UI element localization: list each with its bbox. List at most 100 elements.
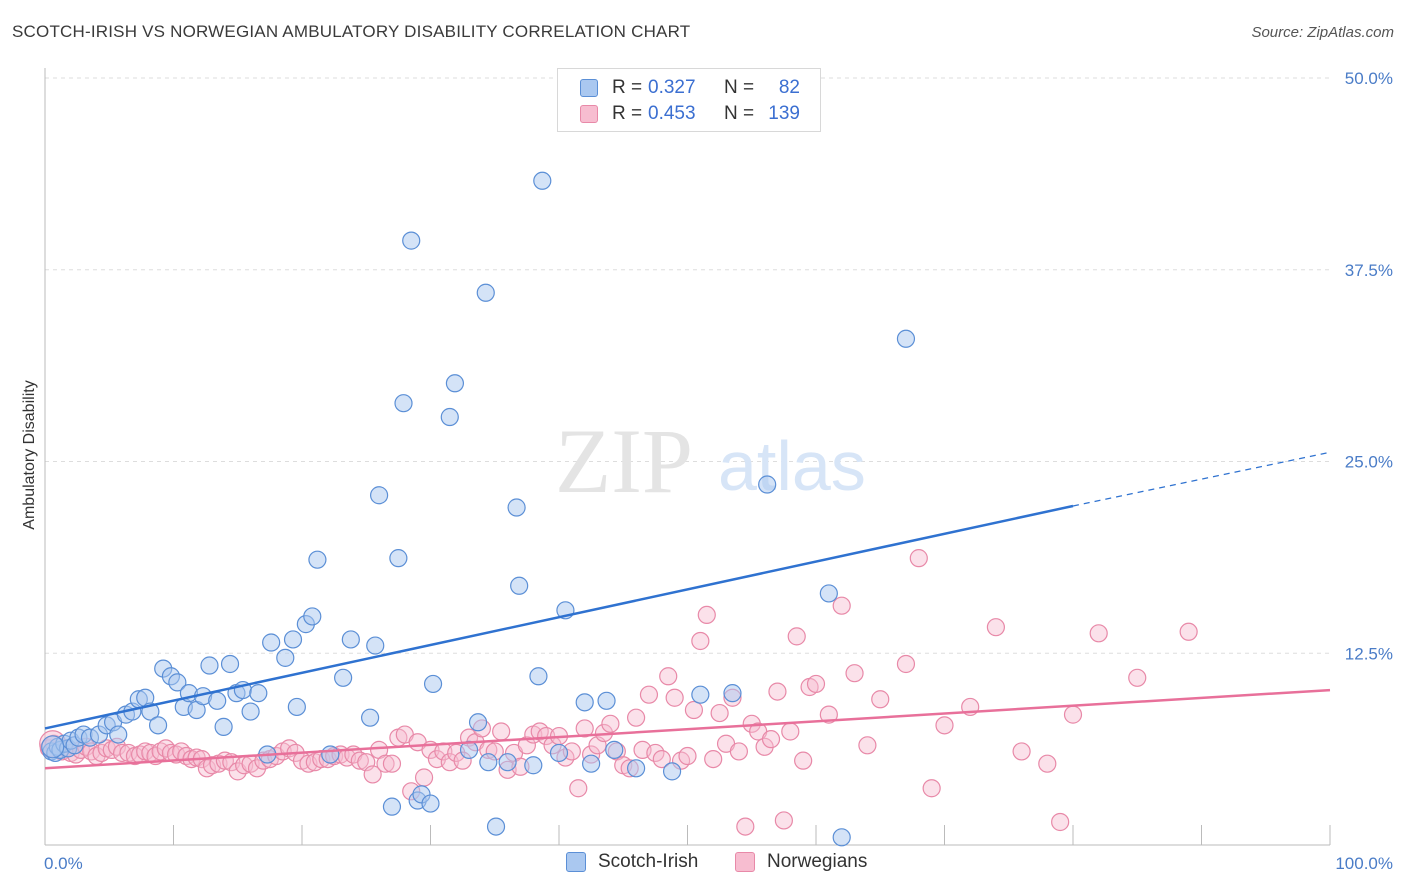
data-point-scotch-irish xyxy=(208,691,227,710)
legend-item-scotch-irish[interactable]: Scotch-Irish xyxy=(566,851,698,873)
data-point-norwegians xyxy=(729,742,749,761)
data-point-scotch-irish xyxy=(832,828,851,847)
watermark-atlas: atlas xyxy=(718,427,866,505)
data-point-norwegians xyxy=(492,722,511,741)
data-point-norwegians xyxy=(575,719,594,738)
data-point-norwegians xyxy=(382,754,402,773)
data-point-scotch-irish xyxy=(241,702,260,721)
trendline-norwegians xyxy=(44,688,1331,770)
data-point-norwegians xyxy=(986,618,1006,637)
data-point-scotch-irish xyxy=(168,673,187,692)
watermark-zip: ZIP xyxy=(555,410,693,512)
data-point-norwegians xyxy=(691,631,710,651)
data-point-scotch-irish xyxy=(423,674,443,694)
data-point-scotch-irish xyxy=(370,486,389,505)
data-point-norwegians xyxy=(787,627,806,646)
data-point-scotch-irish xyxy=(249,684,268,703)
data-point-norwegians xyxy=(678,746,697,766)
data-point-norwegians xyxy=(710,703,729,723)
chart-title: SCOTCH-IRISH VS NORWEGIAN AMBULATORY DIS… xyxy=(12,22,691,41)
series-legend: Scotch-Irish Norwegians xyxy=(0,851,1406,877)
data-point-norwegians xyxy=(639,685,659,704)
data-point-scotch-irish xyxy=(262,633,281,652)
data-point-scotch-irish xyxy=(200,656,219,675)
data-point-scotch-irish xyxy=(549,743,569,763)
y-tick-label: 37.5% xyxy=(1345,261,1393,280)
data-point-norwegians xyxy=(659,667,678,686)
data-point-norwegians xyxy=(569,779,588,798)
data-point-scotch-irish xyxy=(758,475,777,494)
data-point-scotch-irish xyxy=(220,654,240,674)
data-point-scotch-irish xyxy=(440,407,459,427)
data-point-scotch-irish xyxy=(341,630,360,649)
data-point-scotch-irish xyxy=(626,759,646,778)
data-point-norwegians xyxy=(896,654,916,674)
data-point-scotch-irish xyxy=(524,756,543,775)
data-point-norwegians xyxy=(768,682,787,701)
gridlines xyxy=(45,77,1330,654)
data-point-scotch-irish xyxy=(533,171,552,190)
data-point-scotch-irish xyxy=(276,648,295,667)
data-point-norwegians xyxy=(376,754,395,773)
data-point-norwegians xyxy=(517,736,536,755)
legend-swatch-scotch-irish xyxy=(566,852,586,872)
data-point-scotch-irish xyxy=(479,753,498,772)
legend-row-norwegians: R = 0.453 N = 139 xyxy=(580,102,800,126)
legend-label-norwegians: Norwegians xyxy=(767,851,868,872)
y-tick-labels: 12.5% 25.0% 37.5% 50.0% xyxy=(1345,69,1393,663)
data-point-scotch-irish xyxy=(421,794,440,813)
data-point-scotch-irish xyxy=(402,231,421,250)
legend-r-value: 0.327 xyxy=(648,77,696,98)
data-point-norwegians xyxy=(845,664,864,683)
trendline-scotch-irish xyxy=(44,504,1074,730)
data-point-scotch-irish xyxy=(605,740,624,759)
data-point-scotch-irish xyxy=(597,691,616,710)
series-scotch-irish xyxy=(41,171,916,847)
data-point-norwegians xyxy=(922,779,941,798)
correlation-legend: R = 0.327 N = 82 R = 0.453 N = 139 xyxy=(557,68,821,132)
data-point-norwegians xyxy=(1012,742,1031,761)
data-point-norwegians xyxy=(1089,624,1108,643)
legend-n-label: N = xyxy=(724,77,755,98)
data-point-norwegians xyxy=(806,674,826,694)
data-point-norwegians xyxy=(697,605,716,625)
y-tick-label: 50.0% xyxy=(1345,69,1393,88)
data-point-scotch-irish xyxy=(445,374,465,393)
legend-item-norwegians[interactable]: Norwegians xyxy=(735,851,867,873)
data-point-scotch-irish xyxy=(819,584,838,603)
data-point-scotch-irish xyxy=(529,667,548,686)
data-point-norwegians xyxy=(832,596,851,615)
legend-r-label: R = xyxy=(612,103,643,124)
data-point-scotch-irish xyxy=(303,607,322,626)
data-point-norwegians xyxy=(530,722,549,741)
data-point-scotch-irish xyxy=(691,685,710,704)
data-point-norwegians xyxy=(781,722,800,741)
data-point-norwegians xyxy=(704,749,723,769)
trendline-scotch-irish-extension xyxy=(1072,451,1331,507)
data-point-norwegians xyxy=(774,811,793,830)
data-point-scotch-irish xyxy=(283,630,303,649)
data-point-scotch-irish xyxy=(148,716,168,735)
data-point-norwegians xyxy=(871,690,890,709)
data-point-scotch-irish xyxy=(109,725,128,744)
data-point-norwegians xyxy=(1063,705,1083,724)
data-point-norwegians xyxy=(601,714,620,733)
data-point-scotch-irish xyxy=(214,717,233,736)
data-point-norwegians xyxy=(1051,812,1070,832)
data-point-scotch-irish xyxy=(468,713,488,732)
data-point-scotch-irish xyxy=(334,668,353,687)
data-point-norwegians xyxy=(935,716,954,735)
data-point-norwegians xyxy=(626,708,646,727)
data-point-norwegians xyxy=(1179,622,1198,641)
data-point-scotch-irish xyxy=(723,684,742,703)
data-point-scotch-irish xyxy=(498,753,517,772)
legend-r-value: 0.453 xyxy=(648,103,696,124)
data-point-norwegians xyxy=(858,736,877,755)
data-point-scotch-irish xyxy=(507,498,526,517)
legend-swatch-scotch-irish xyxy=(580,79,598,97)
data-point-scotch-irish xyxy=(382,797,402,816)
legend-swatch-norwegians xyxy=(735,852,755,872)
x-tick-label-min: 0.0% xyxy=(44,854,83,873)
y-axis-title: Ambulatory Disability xyxy=(21,380,38,529)
data-point-scotch-irish xyxy=(394,394,413,413)
